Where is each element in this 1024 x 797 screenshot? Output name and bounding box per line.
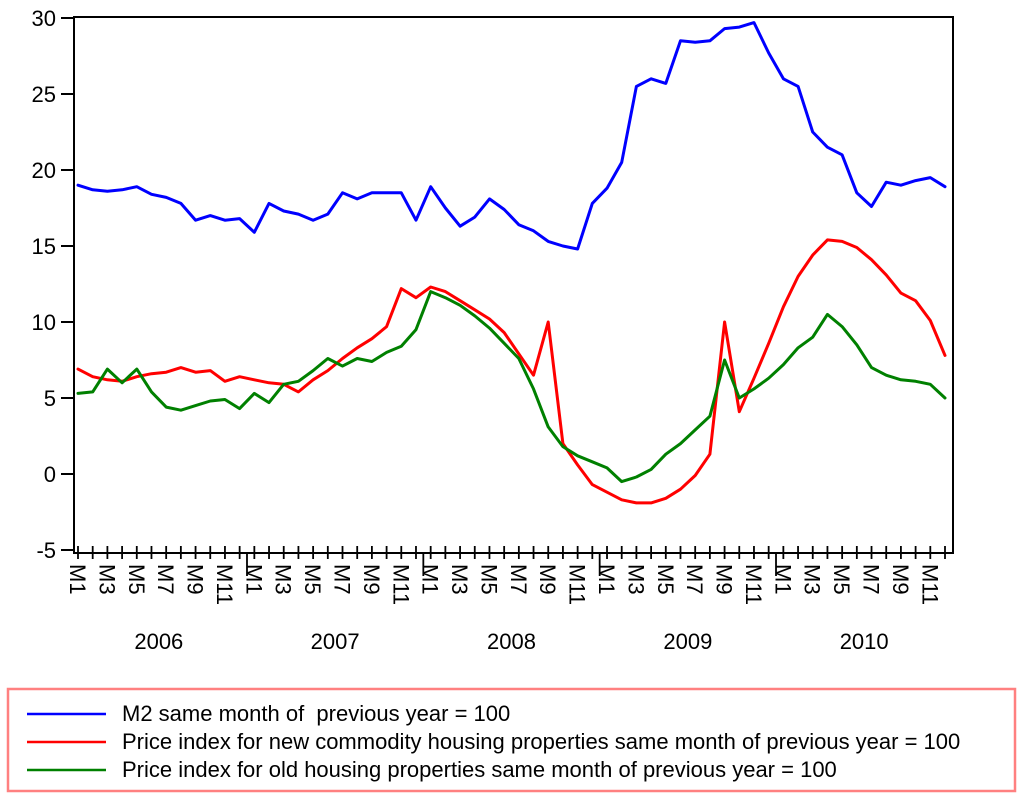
series-line-m2 [76,21,947,251]
x-axis-year-label: 2008 [487,629,536,654]
x-axis-month-label: M7 [506,564,531,595]
y-axis-label: 25 [32,82,56,107]
x-axis-month-label: M1 [594,564,619,595]
y-axis-label: -5 [36,538,56,563]
series-line-old-housing [76,290,947,484]
x-axis-month-label: M3 [447,564,472,595]
plot-frame [73,16,954,554]
x-axis-month-label: M7 [153,564,178,595]
x-axis-month-label: M5 [829,564,854,595]
x-axis-month-label: M7 [682,564,707,595]
x-axis-year-label: 2007 [311,629,360,654]
x-axis-month-label: M7 [859,564,884,595]
x-axis-month-label: M11 [565,564,590,605]
x-axis-month-label: M9 [535,564,560,595]
x-axis-month-label: M9 [183,564,208,595]
x-axis-month-label: M3 [623,564,648,595]
x-axis-year-label: 2010 [840,629,889,654]
x-axis-month-label: M5 [653,564,678,595]
legend-box [6,687,1017,793]
x-axis-year-label: 2009 [663,629,712,654]
y-axis-label: 0 [44,462,56,487]
x-axis-month-label: M11 [212,564,237,605]
x-axis-month-label: M11 [388,564,413,605]
x-axis-month-label: M11 [917,564,942,605]
x-axis-month-label: M9 [712,564,737,595]
x-axis-year-label: 2006 [134,629,183,654]
x-axis-month-label: M5 [300,564,325,595]
x-axis-month-label: M1 [418,564,443,595]
x-axis-month-label: M3 [800,564,825,595]
legend: M2 same month of previous year = 100 Pric… [6,687,1017,793]
x-axis-month-label: M1 [241,564,266,595]
legend-label-new-commodity-housing: Price index for new commodity housing pr… [122,729,960,754]
x-axis-month-label: M3 [271,564,296,595]
x-axis-month-label: M1 [770,564,795,595]
y-axis-label: 30 [32,6,56,31]
y-axis-label: 15 [32,234,56,259]
x-axis-month-label: M11 [741,564,766,605]
y-axis-label: 20 [32,158,56,183]
x-axis-month-label: M5 [477,564,502,595]
y-axis-label: 5 [44,386,56,411]
legend-label-old-housing: Price index for old housing properties s… [122,757,837,782]
legend-label-m2: M2 same month of previous year = 100 [122,701,510,726]
y-axis-label: 10 [32,310,56,335]
x-axis-month-label: M3 [94,564,119,595]
x-axis-month-label: M9 [359,564,384,595]
x-axis-month-label: M5 [124,564,149,595]
x-axis-month-label: M7 [330,564,355,595]
series-line-new-commodity-housing [76,238,947,505]
x-axis-month-label: M9 [888,564,913,595]
x-axis-month-label: M1 [65,564,90,595]
